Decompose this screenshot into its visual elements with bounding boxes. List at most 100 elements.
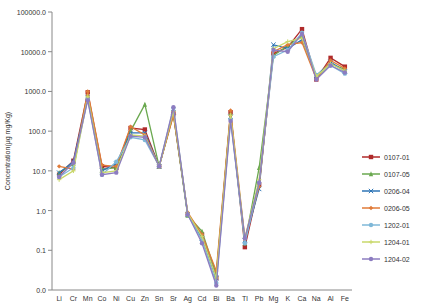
x-tick-label: Cu [126, 295, 135, 302]
data-point [57, 170, 61, 175]
y-tick-label: 10.0 [32, 168, 46, 175]
data-point [57, 175, 61, 179]
y-tick-label: 10000.0 [21, 49, 46, 56]
legend-label: 0206-05 [384, 205, 410, 212]
data-point [157, 164, 161, 168]
legend-label: 1204-02 [384, 256, 410, 263]
data-point [286, 39, 290, 43]
data-point [57, 175, 61, 179]
data-point [228, 119, 232, 123]
legend-label: 0107-01 [384, 154, 410, 161]
data-point [328, 63, 332, 67]
data-point [228, 113, 232, 117]
x-tick-label: Mn [83, 295, 93, 302]
data-point [343, 70, 347, 74]
data-point [243, 236, 247, 240]
data-point [71, 169, 75, 173]
series [57, 40, 347, 273]
x-tick-label: Al [327, 295, 334, 302]
y-tick [48, 170, 52, 171]
data-point [100, 173, 104, 177]
legend-marker [369, 171, 373, 176]
legend-marker [369, 206, 373, 210]
legend-marker [369, 240, 373, 244]
x-tick-label: Cr [70, 295, 78, 302]
x-tick-label: Sr [170, 295, 178, 302]
legend: 0107-01 0107-05 0206-04 0206-05 1202-01 1204-… [362, 154, 410, 263]
data-point [171, 105, 175, 109]
data-point [128, 134, 132, 138]
series-line [59, 38, 345, 278]
x-tick-label: Pb [255, 295, 264, 302]
plot-area [57, 27, 347, 288]
data-point [86, 89, 90, 93]
x-tick-label: Sn [155, 295, 164, 302]
legend-marker [369, 257, 373, 261]
series [57, 27, 347, 280]
data-point [243, 236, 247, 240]
series-line [59, 36, 345, 274]
x-tick-label: Mg [269, 295, 279, 303]
legend-marker [369, 223, 373, 227]
data-point [157, 164, 161, 168]
series-line [59, 33, 345, 283]
data-point [228, 108, 232, 112]
x-tick-label: Bi [213, 295, 220, 302]
data-point [114, 170, 118, 174]
data-point [314, 77, 318, 81]
y-tick [48, 210, 52, 211]
x-tick-label: Co [98, 295, 107, 302]
legend-marker [369, 189, 373, 193]
x-axis [52, 290, 352, 291]
y-tick [48, 12, 52, 13]
data-point [243, 241, 247, 245]
data-point [157, 164, 161, 168]
y-tick [48, 250, 52, 251]
data-point [200, 234, 204, 238]
data-point [286, 50, 290, 54]
series [57, 32, 347, 288]
legend-label: 0107-05 [384, 171, 410, 178]
series [57, 31, 347, 286]
data-point [257, 181, 261, 185]
series [57, 38, 347, 281]
y-tick-label: 1000.0 [25, 88, 47, 95]
data-point [186, 212, 190, 216]
data-point [143, 135, 147, 139]
x-tick-label: Ba [226, 295, 235, 302]
y-tick [48, 51, 52, 52]
data-point [214, 283, 218, 287]
y-tick [48, 131, 52, 132]
y-tick [48, 290, 52, 291]
data-point [157, 164, 161, 168]
data-point [328, 63, 332, 67]
y-tick-label: 100000.0 [17, 9, 46, 16]
data-point [186, 212, 190, 216]
data-point [157, 164, 161, 168]
data-point [57, 170, 61, 174]
y-axis [52, 12, 53, 290]
data-point [157, 164, 161, 168]
x-tick-label: Ni [113, 295, 120, 302]
y-tick-label: 0.0 [36, 287, 46, 294]
data-point [243, 245, 247, 249]
data-point [243, 236, 247, 240]
legend-label: 1204-01 [384, 239, 410, 246]
data-point [271, 48, 275, 52]
legend-label: 1202-01 [384, 222, 410, 229]
series [57, 36, 347, 280]
x-tick-label: Tl [242, 295, 248, 302]
data-point [114, 160, 118, 164]
data-point [314, 77, 318, 81]
data-point [186, 212, 190, 216]
series-line [59, 43, 345, 271]
legend-marker [369, 155, 373, 159]
y-tick-label: 100.0 [28, 128, 46, 135]
data-point [128, 124, 132, 128]
x-tick-label: Fe [341, 295, 349, 302]
legend-label: 0206-04 [384, 188, 410, 195]
x-tick-label: Li [56, 295, 62, 302]
data-point [186, 212, 190, 216]
data-point [271, 43, 275, 47]
series-line [59, 34, 345, 286]
